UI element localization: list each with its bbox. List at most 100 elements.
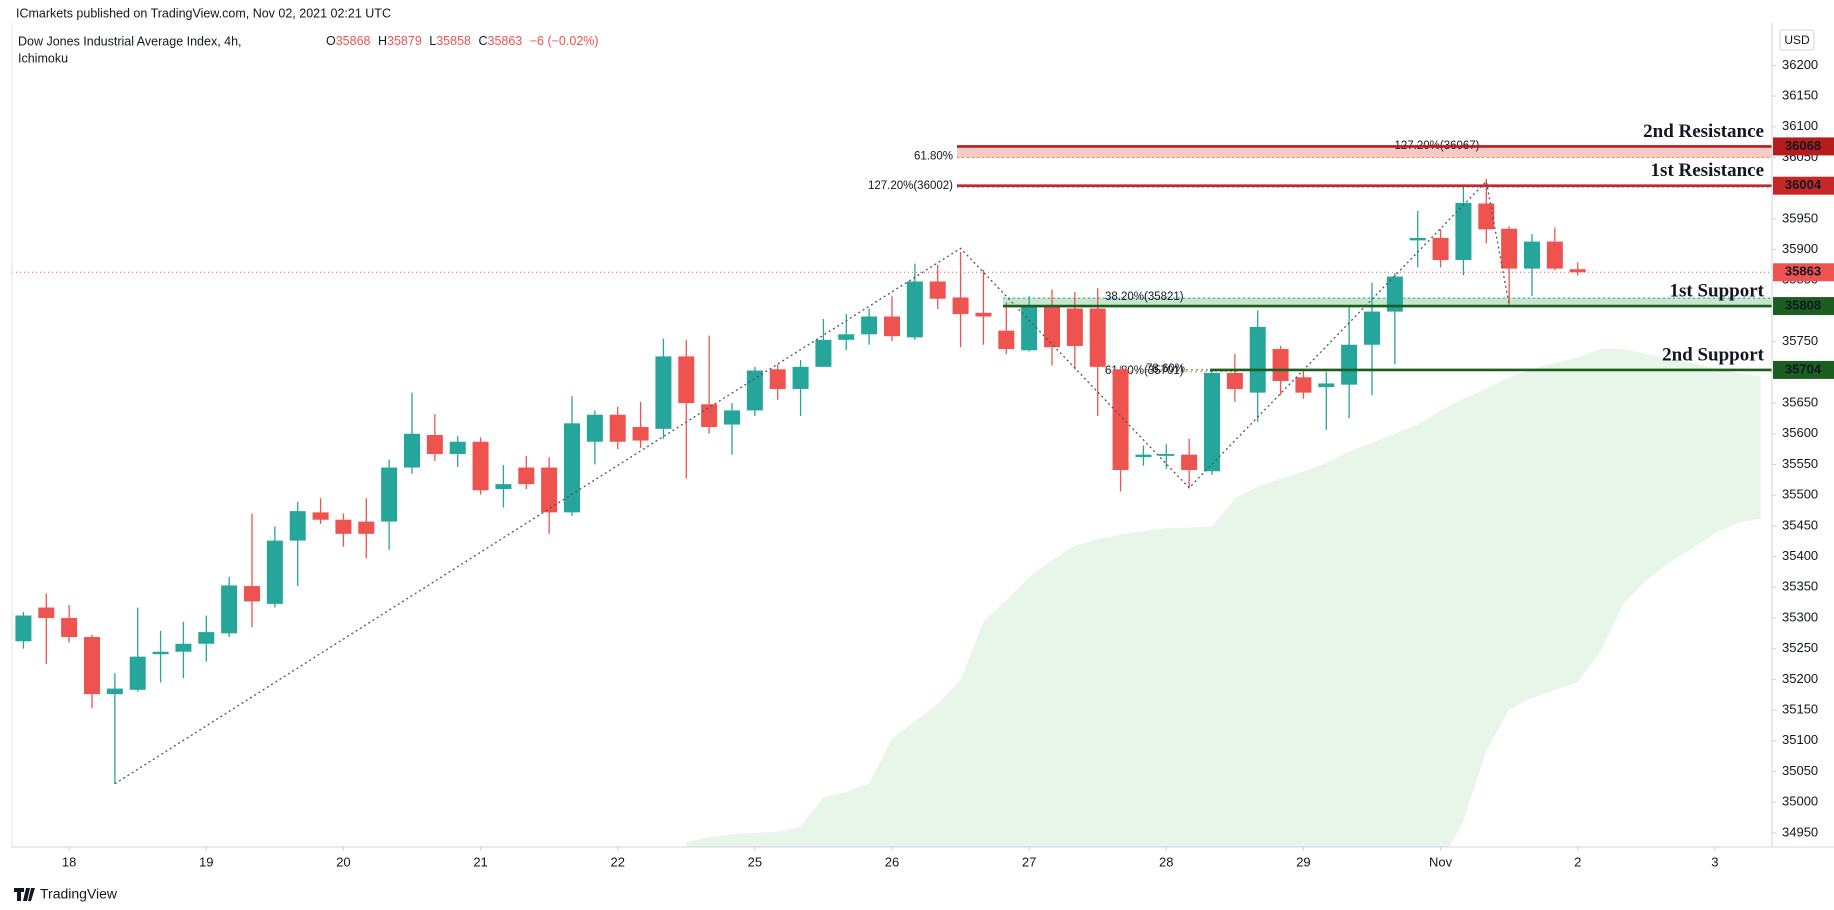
candle-body [1569,269,1586,273]
y-tick-label: 35100 [1782,732,1818,747]
y-tick-label: 35150 [1782,702,1818,717]
x-tick-label: 19 [199,854,213,869]
y-tick-label: 35000 [1782,794,1818,809]
indicator-name: Ichimoku [18,51,68,65]
y-tick-label: 35350 [1782,579,1818,594]
candle-body [952,297,969,315]
level-label: 2nd Resistance [1643,121,1764,142]
price-tag [1773,360,1834,379]
candle-body [15,615,32,642]
ichimoku-cloud [686,349,1761,847]
x-tick-label: 2 [1574,854,1581,869]
currency-box[interactable] [1779,29,1815,51]
y-tick-label: 35200 [1782,671,1818,686]
x-tick-label: Nov [1429,854,1453,869]
legend-value: 35863 [488,34,523,48]
candle-body [701,404,718,428]
x-tick-label: 26 [885,854,899,869]
plot-area: 61.80%127.20%(36002)127.20%(36067)38.20%… [15,121,1772,785]
price-tag [1773,297,1834,316]
candle-body [1066,308,1083,346]
y-tick-label: 36150 [1782,88,1818,103]
fib-label: 127.20%(36002) [868,180,953,192]
y-tick-label: 35550 [1782,456,1818,471]
x-tick-label: 28 [1159,854,1173,869]
candle-body [1204,372,1220,472]
price-tag-label: 36068 [1785,138,1821,153]
last-price-tag [1773,263,1834,282]
candle-body [632,427,649,441]
y-tick-label: 35250 [1782,640,1818,655]
candle-body [609,414,626,442]
candle-body [1295,377,1312,393]
level-label: 2nd Support [1662,344,1765,365]
x-tick-label: 29 [1296,854,1310,869]
price-tag-label: 36004 [1785,177,1822,192]
candle-body [1272,349,1289,381]
candle-body [884,316,900,337]
candle-body [1432,237,1449,261]
x-tick-label: 27 [1022,854,1036,869]
candle-body [266,540,283,604]
price-tag-label: 35704 [1785,361,1822,376]
y-tick-label: 35400 [1782,548,1818,563]
candle-body [449,441,466,455]
publisher-note: ICmarkets published on TradingView.com, … [16,6,391,20]
candle-body [1112,369,1129,470]
price-tag [1773,137,1834,156]
y-tick-label: 35750 [1782,333,1818,348]
candle-body [1478,203,1495,230]
candle-body [1341,344,1358,385]
candle-body [1501,228,1518,269]
level-label: 1st Resistance [1651,160,1764,181]
currency[interactable]: USD [1784,33,1810,47]
candle-body [84,637,100,695]
last-price-tag-label: 35863 [1785,264,1821,279]
y-tick-label: 36100 [1782,118,1818,133]
candle-body [106,688,123,695]
candle-body [906,281,923,338]
candle-body [518,467,535,485]
y-tick-label: 35900 [1782,241,1818,256]
legend-key: L [429,34,436,48]
candle-body [1135,454,1152,458]
candle-body [815,339,832,367]
level-zone [957,146,1772,159]
legend-value: 35868 [336,34,371,48]
y-tick-label: 35950 [1782,210,1818,225]
x-tick-label: 3 [1711,854,1718,869]
candle-body [769,369,786,389]
legend-value: 35858 [436,34,471,48]
candle-body [1524,241,1540,269]
candle-body [1226,372,1243,389]
tradingview-logo [14,888,35,901]
candle-body [221,585,238,634]
y-tick-label: 35650 [1782,395,1818,410]
candle-body [404,433,420,468]
candle-body [175,643,192,652]
candle-body [198,632,215,644]
candle-body [1455,202,1472,261]
candle-body [975,312,992,317]
x-tick-label: 20 [336,854,350,869]
candle-body [861,316,878,335]
footer-brand: TradingView [40,886,118,902]
candle-body [358,521,375,534]
candle-body [1158,454,1175,456]
logo-icon [14,888,35,901]
x-tick-label: 18 [62,854,76,869]
candle-body [129,656,146,690]
candle-body [678,356,695,404]
candle-body [1318,383,1335,388]
candle-body [61,617,78,638]
y-tick-label: 35300 [1782,609,1818,624]
candle-body [655,356,672,429]
candle-body [381,467,398,522]
legend-key: H [378,34,387,48]
candle-body [998,330,1015,350]
y-tick-label: 36200 [1782,57,1818,72]
level-label: 1st Support [1670,280,1765,301]
candle-body [564,423,580,513]
fib-label: 61.80% [914,150,953,162]
